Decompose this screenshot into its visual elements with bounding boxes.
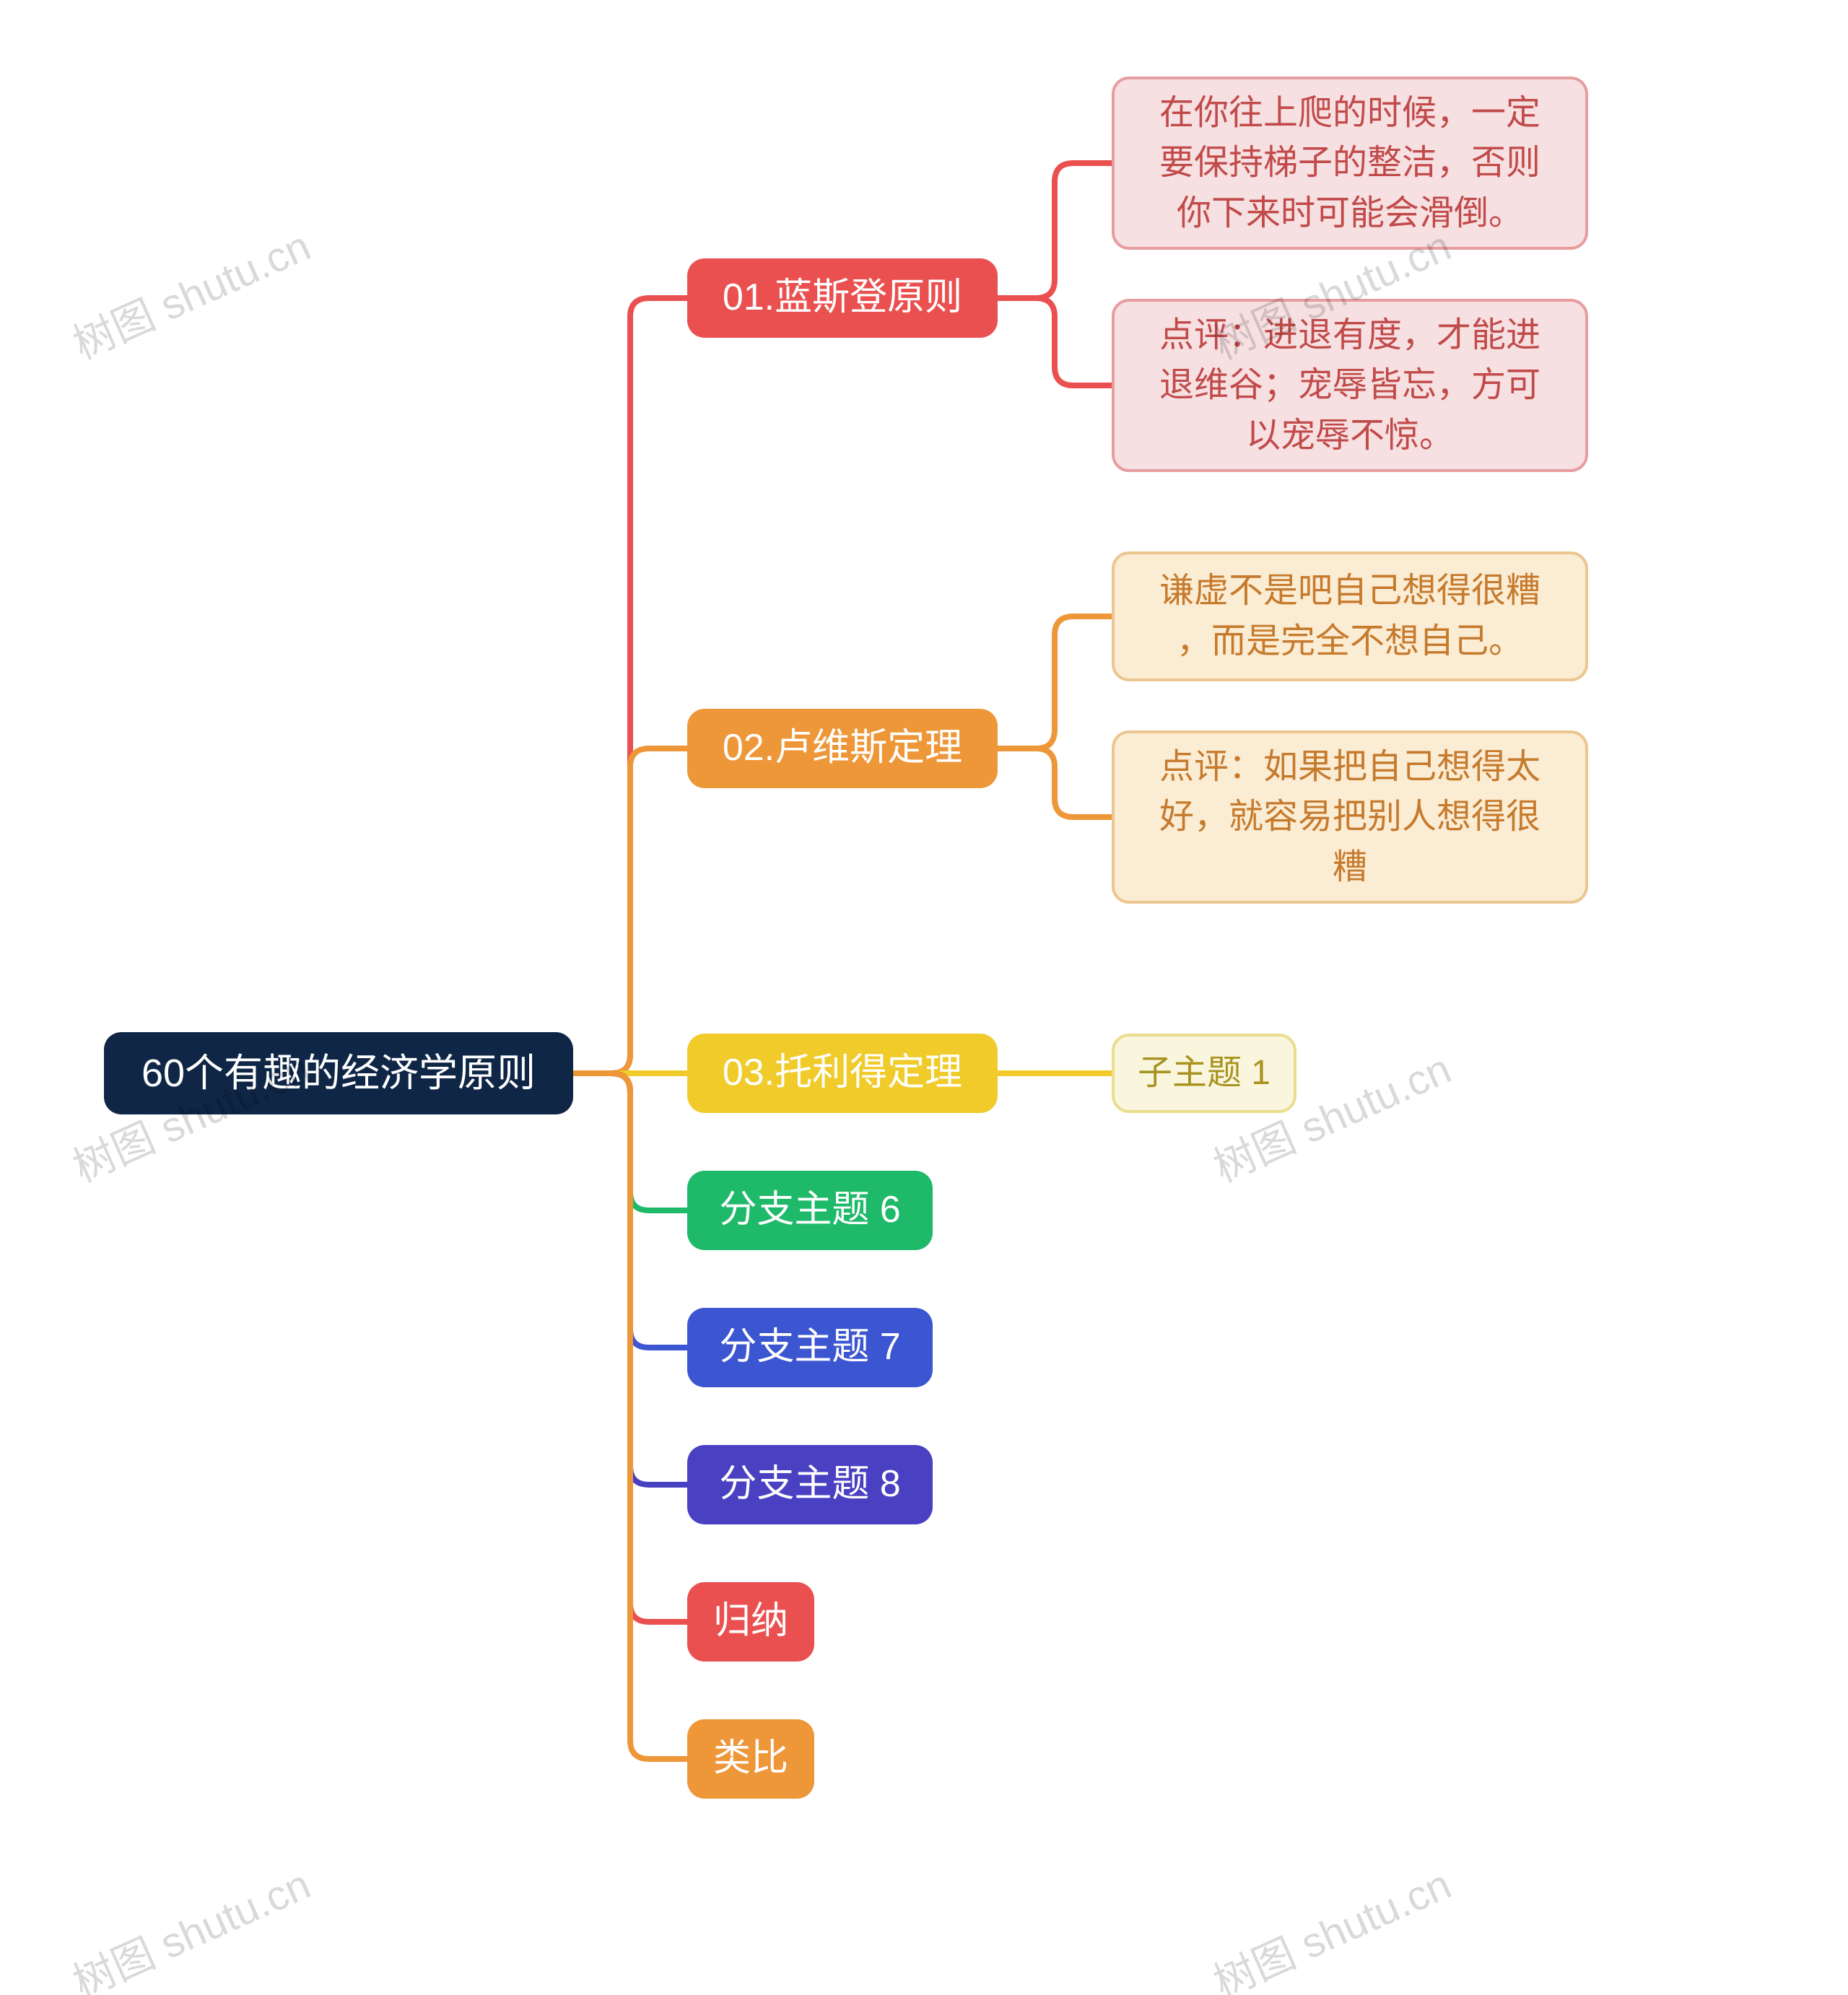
branch-node-b1[interactable]: 01.蓝斯登原则	[687, 258, 998, 338]
root-node[interactable]: 60个有趣的经济学原则	[104, 1032, 573, 1114]
watermark: 树图 shutu.cn	[62, 1851, 318, 1995]
leaf-node-b1c1[interactable]: 在你往上爬的时候，一定 要保持梯子的整洁，否则 你下来时可能会滑倒。	[1112, 77, 1588, 250]
branch-node-b8[interactable]: 类比	[687, 1719, 814, 1799]
watermark: 树图 shutu.cn	[1203, 1851, 1459, 1995]
branch-node-b2[interactable]: 02.卢维斯定理	[687, 709, 998, 788]
branch-node-b6[interactable]: 分支主题 8	[687, 1445, 933, 1524]
branch-node-b3[interactable]: 03.托利得定理	[687, 1034, 998, 1113]
branch-node-b4[interactable]: 分支主题 6	[687, 1171, 933, 1250]
branch-node-b5[interactable]: 分支主题 7	[687, 1308, 933, 1387]
branch-node-b7[interactable]: 归纳	[687, 1582, 814, 1662]
leaf-node-b2c2[interactable]: 点评：如果把自己想得太 好，就容易把别人想得很 糟	[1112, 730, 1588, 904]
leaf-node-b1c2[interactable]: 点评：进退有度，才能进 退维谷；宠辱皆忘，方可 以宠辱不惊。	[1112, 299, 1588, 472]
watermark: 树图 shutu.cn	[62, 212, 318, 371]
leaf-node-b2c1[interactable]: 谦虚不是吧自己想得很糟 ，而是完全不想自己。	[1112, 551, 1588, 681]
mindmap-canvas: 60个有趣的经济学原则 01.蓝斯登原则 在你往上爬的时候，一定 要保持梯子的整洁，…	[0, 0, 1848, 1995]
leaf-node-b3c1[interactable]: 子主题 1	[1112, 1034, 1296, 1113]
